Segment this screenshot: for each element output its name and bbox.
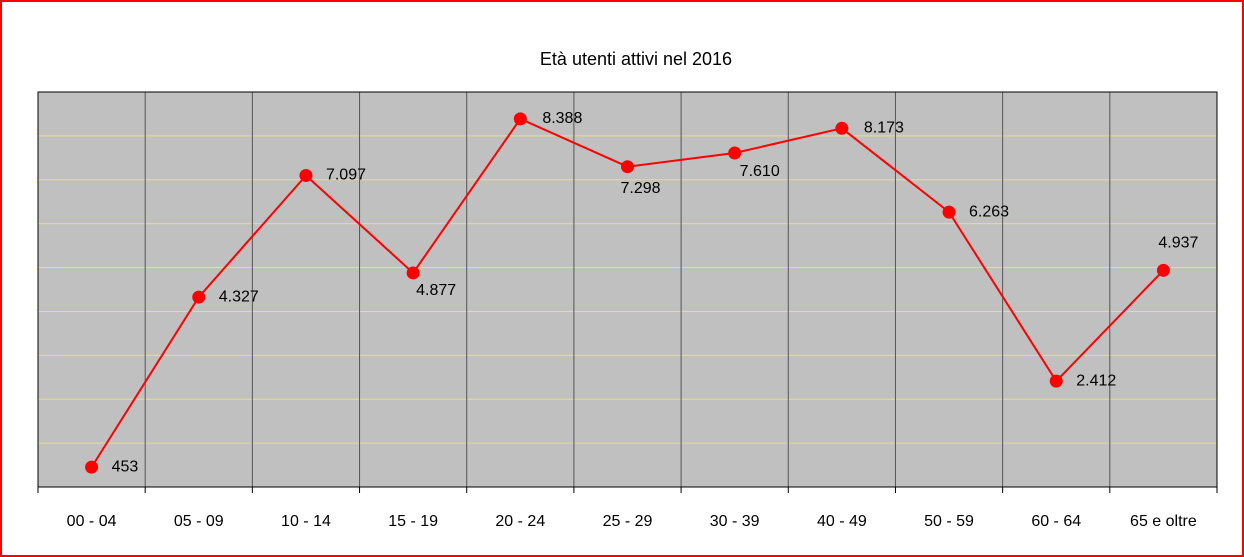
x-tick-label: 30 - 39 [710,513,760,530]
x-tick-label: 20 - 24 [495,513,545,530]
x-tick-label: 00 - 04 [67,513,117,530]
x-tick-label: 25 - 29 [603,513,653,530]
plot-area [38,92,1217,487]
data-label: 8.388 [542,110,582,127]
data-label: 7.097 [326,167,366,184]
point [299,169,313,183]
point [621,160,634,174]
x-tick-label: 15 - 19 [388,513,438,530]
x-tick-label: 10 - 14 [281,513,331,530]
data-label: 453 [112,458,139,475]
x-tick-label: 65 e oltre [1130,513,1197,530]
x-tick-label: 50 - 59 [924,513,974,530]
x-tick-label: 60 - 64 [1031,513,1081,530]
chart-title: Età utenti attivi nel 2016 [540,49,732,69]
point [406,266,420,280]
plot-border [37,91,1218,488]
x-tick-label: 05 - 09 [174,513,224,530]
point [835,121,849,135]
point [942,205,956,219]
point [192,290,206,304]
point [1156,263,1170,277]
point [85,460,99,474]
data-label: 7.298 [621,180,661,197]
data-label: 6.263 [969,203,1009,220]
data-label: 2.412 [1076,372,1116,389]
x-tick-label: 40 - 49 [817,513,867,530]
data-label: 4.877 [416,282,456,299]
point [728,146,742,160]
point [513,112,527,126]
data-label: 8.173 [864,120,904,137]
data-label: 7.610 [740,163,780,180]
point [1049,374,1063,388]
data-label: 4.937 [1158,235,1198,252]
data-label: 4.327 [219,288,259,305]
